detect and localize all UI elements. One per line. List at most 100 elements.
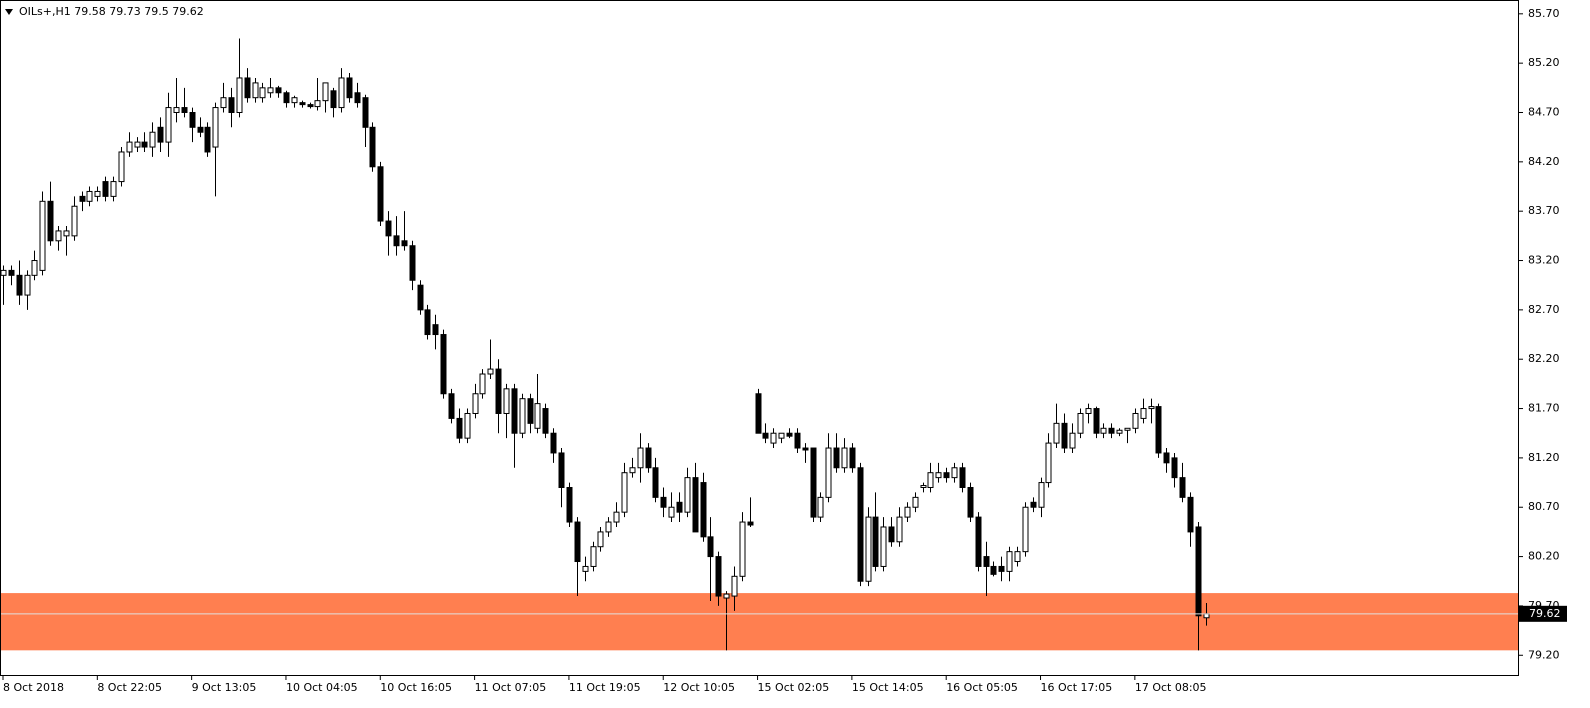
candle-body xyxy=(739,521,746,577)
candle-body xyxy=(346,77,353,99)
candle-body xyxy=(731,575,738,597)
candle-body xyxy=(542,408,549,434)
candle-body xyxy=(228,97,235,113)
candle-body xyxy=(283,92,290,104)
candle-body xyxy=(660,496,667,508)
candle-body xyxy=(495,368,502,414)
y-tick-label: 85.70 xyxy=(1528,7,1560,20)
candle-body xyxy=(817,496,824,518)
x-tick-label: 11 Oct 19:05 xyxy=(569,681,641,694)
candle-body xyxy=(1014,551,1021,563)
plot-border xyxy=(0,0,1519,676)
candle-body xyxy=(637,447,644,469)
x-tick-label: 8 Oct 22:05 xyxy=(97,681,162,694)
candle-body xyxy=(16,274,23,296)
candle-body xyxy=(983,556,990,567)
candle-body xyxy=(566,487,573,523)
candle-body xyxy=(8,269,15,276)
y-tick-label: 85.20 xyxy=(1528,56,1560,69)
candle-body xyxy=(417,284,424,311)
y-tick-label: 83.70 xyxy=(1528,204,1560,217)
candle-body xyxy=(330,90,337,109)
candle-body xyxy=(393,235,400,247)
candle-body xyxy=(786,432,793,437)
symbol: OILs+,H1 xyxy=(19,5,71,18)
close-value: 79.62 xyxy=(172,5,204,18)
candle-body xyxy=(126,141,133,153)
candle-body xyxy=(1053,422,1060,444)
price-label: 79.62 xyxy=(1529,607,1561,620)
candle-body xyxy=(409,245,416,281)
candle-body xyxy=(149,131,156,148)
candle-body xyxy=(762,432,769,439)
candle-body xyxy=(299,102,306,106)
candle-body xyxy=(833,447,840,469)
candle-body xyxy=(157,126,164,143)
candle-body xyxy=(1187,496,1194,533)
candle-body xyxy=(1163,452,1170,464)
candle-body xyxy=(94,190,101,197)
candle-body xyxy=(574,521,581,563)
y-tick-label: 84.70 xyxy=(1528,106,1560,119)
candle-body xyxy=(1171,457,1178,479)
candle-body xyxy=(432,324,439,336)
zone xyxy=(1,593,1518,651)
candle-body xyxy=(456,417,463,439)
candle-body xyxy=(1045,442,1052,484)
candle-body xyxy=(307,104,314,108)
candle-body xyxy=(904,506,911,518)
candle-body xyxy=(1155,406,1162,454)
candle-body xyxy=(1124,427,1131,431)
candle-body xyxy=(1108,427,1115,434)
candle-body xyxy=(810,447,817,518)
candle-body xyxy=(79,195,86,202)
candle-body xyxy=(503,388,510,414)
candle-body xyxy=(212,107,219,148)
x-tick-label: 16 Oct 05:05 xyxy=(946,681,1018,694)
candle-body xyxy=(605,521,612,533)
candle-body xyxy=(778,432,785,439)
y-tick-label: 81.20 xyxy=(1528,451,1560,464)
candle-body xyxy=(1148,406,1155,410)
candle-body xyxy=(723,593,730,599)
candle-body xyxy=(676,501,683,513)
candle-body xyxy=(888,526,895,543)
candle-body xyxy=(1022,506,1029,553)
candle-body xyxy=(621,472,628,513)
candle-body xyxy=(236,77,243,113)
candle-body xyxy=(841,447,848,469)
candle-body xyxy=(55,230,62,242)
candle-body xyxy=(558,452,565,489)
candle-body xyxy=(385,220,392,237)
candle-body xyxy=(1140,408,1147,419)
candle-body xyxy=(369,126,376,168)
high-value: 79.73 xyxy=(109,5,141,18)
candle-body xyxy=(47,200,54,242)
x-tick-label: 15 Oct 14:05 xyxy=(852,681,924,694)
candle-body xyxy=(181,107,188,113)
candle-body xyxy=(927,472,934,488)
candle-body xyxy=(1030,501,1037,508)
candle-body xyxy=(527,398,534,424)
candle-body xyxy=(487,368,494,375)
candle-body xyxy=(71,205,78,237)
candle-body xyxy=(1077,412,1084,434)
candle-body xyxy=(967,487,974,518)
x-tick-label: 15 Oct 02:05 xyxy=(758,681,830,694)
y-tick-label: 79.20 xyxy=(1528,648,1560,661)
menu-triangle[interactable] xyxy=(5,9,13,15)
candle-body xyxy=(204,126,211,153)
candle-body xyxy=(1085,408,1092,414)
candle-body xyxy=(802,447,809,451)
candle-body xyxy=(314,100,321,108)
candle-body xyxy=(998,565,1005,572)
candle-body xyxy=(1100,427,1107,434)
candle-body xyxy=(291,97,298,104)
low-value: 79.5 xyxy=(144,5,169,18)
candle-body xyxy=(86,190,93,202)
candle-body xyxy=(590,546,597,567)
y-tick-label: 81.70 xyxy=(1528,402,1560,415)
candle-body xyxy=(440,334,447,395)
y-tick-label: 80.70 xyxy=(1528,500,1560,513)
